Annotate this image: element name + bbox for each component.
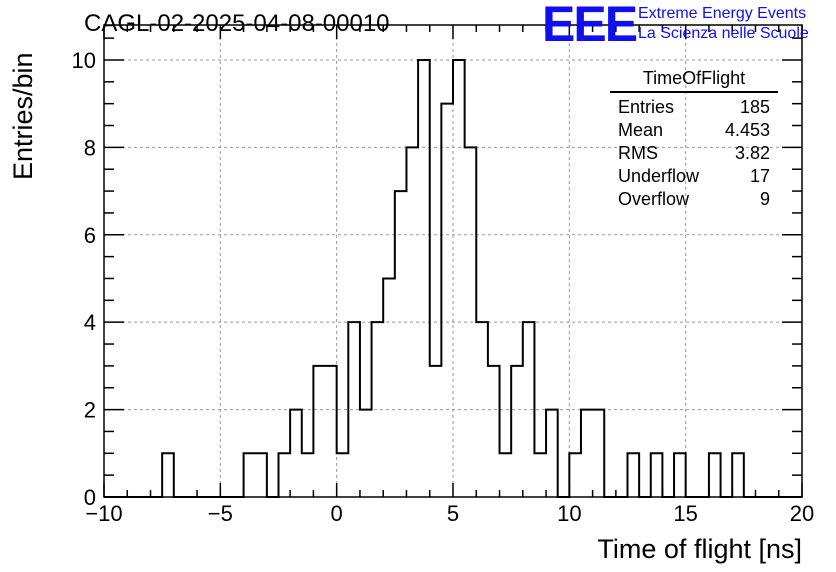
histogram-bins	[104, 58, 802, 498]
histogram-bin	[348, 322, 360, 497]
histogram-bin	[488, 366, 500, 497]
histogram-bin	[523, 322, 535, 497]
x-tick-label: 0	[331, 501, 343, 526]
stats-value: 4.453	[724, 120, 770, 140]
histogram-line	[104, 58, 802, 498]
stats-value: 17	[749, 166, 770, 186]
stats-label: Underflow	[618, 166, 700, 186]
stats-value: 185	[739, 97, 770, 117]
stats-label: Entries	[618, 97, 675, 117]
y-tick-label: 10	[72, 48, 96, 73]
histogram-bin	[732, 453, 744, 497]
y-tick-label: 6	[84, 223, 96, 248]
brand-line-2: La Scienza nelle Scuole	[638, 25, 809, 42]
histogram-bin	[244, 453, 256, 497]
histogram-bin	[337, 453, 349, 497]
histogram-bin	[674, 453, 686, 497]
histogram-bin	[430, 366, 442, 497]
histogram-bin	[418, 60, 430, 497]
x-tick-label: 15	[673, 501, 697, 526]
histogram-bin	[395, 191, 407, 497]
brand-line-1: Extreme Energy Events	[638, 5, 807, 22]
stats-label: RMS	[618, 143, 658, 163]
stats-row-rms: RMS 3.82	[610, 142, 778, 165]
histogram-bin	[406, 147, 418, 497]
histogram-bin	[465, 147, 477, 497]
histogram-bin	[255, 453, 267, 497]
brand-text: Extreme Energy Events La Scienza nelle S…	[638, 4, 809, 44]
histogram-bin	[546, 410, 558, 497]
stats-row-entries: Entries 185	[610, 96, 778, 119]
stats-row-mean: Mean 4.453	[610, 119, 778, 142]
histogram-bin	[476, 322, 488, 497]
x-tick-label: 20	[790, 501, 814, 526]
y-axis-label: Entries/bin	[8, 52, 38, 180]
y-tick-label: 8	[84, 135, 96, 160]
histogram-bin	[511, 366, 523, 497]
histogram-bin	[279, 453, 291, 497]
histogram-bin	[313, 366, 325, 497]
x-tick-label: 5	[447, 501, 459, 526]
histogram-bin	[628, 453, 640, 497]
histogram-bin	[325, 366, 337, 497]
histogram-bin	[581, 410, 593, 497]
x-tick-label: −10	[85, 501, 122, 526]
histogram-bin	[360, 410, 372, 497]
stats-value: 9	[759, 189, 770, 209]
x-tick-label: 10	[557, 501, 581, 526]
histogram-bin	[500, 453, 512, 497]
histogram-bin	[593, 410, 605, 497]
stats-box: TimeOfFlight Entries 185 Mean 4.453 RMS …	[610, 68, 778, 211]
run-title: CAGL-02-2025-04-08-00010	[84, 10, 390, 37]
stats-row-overflow: Overflow 9	[610, 188, 778, 211]
stats-title: TimeOfFlight	[610, 68, 778, 93]
histogram-bin	[372, 322, 384, 497]
histogram-bin	[383, 278, 395, 497]
y-tick-label: 2	[84, 398, 96, 423]
histogram-bin	[709, 453, 721, 497]
histogram-bin	[162, 453, 174, 497]
stats-row-underflow: Underflow 17	[610, 165, 778, 188]
axis-ticks	[103, 25, 803, 498]
histogram-bin	[534, 453, 546, 497]
histogram-bin	[441, 104, 453, 497]
histogram-bin	[302, 453, 314, 497]
histogram-bin	[569, 453, 581, 497]
x-axis-label: Time of flight [ns]	[597, 534, 802, 564]
stats-label: Overflow	[618, 189, 690, 209]
histogram-bin	[651, 453, 663, 497]
stats-label: Mean	[618, 120, 664, 140]
histogram-bin	[290, 410, 302, 497]
stats-value: 3.82	[734, 143, 770, 163]
y-tick-label: 4	[84, 310, 96, 335]
y-tick-label: 0	[84, 485, 96, 510]
eee-logo: EEE	[542, 0, 638, 52]
axis-tick-labels: −10 −5 0 5 10 15 20 0 2 4 6 8 10	[72, 48, 815, 526]
histogram-bin	[453, 60, 465, 497]
x-tick-label: −5	[208, 501, 233, 526]
